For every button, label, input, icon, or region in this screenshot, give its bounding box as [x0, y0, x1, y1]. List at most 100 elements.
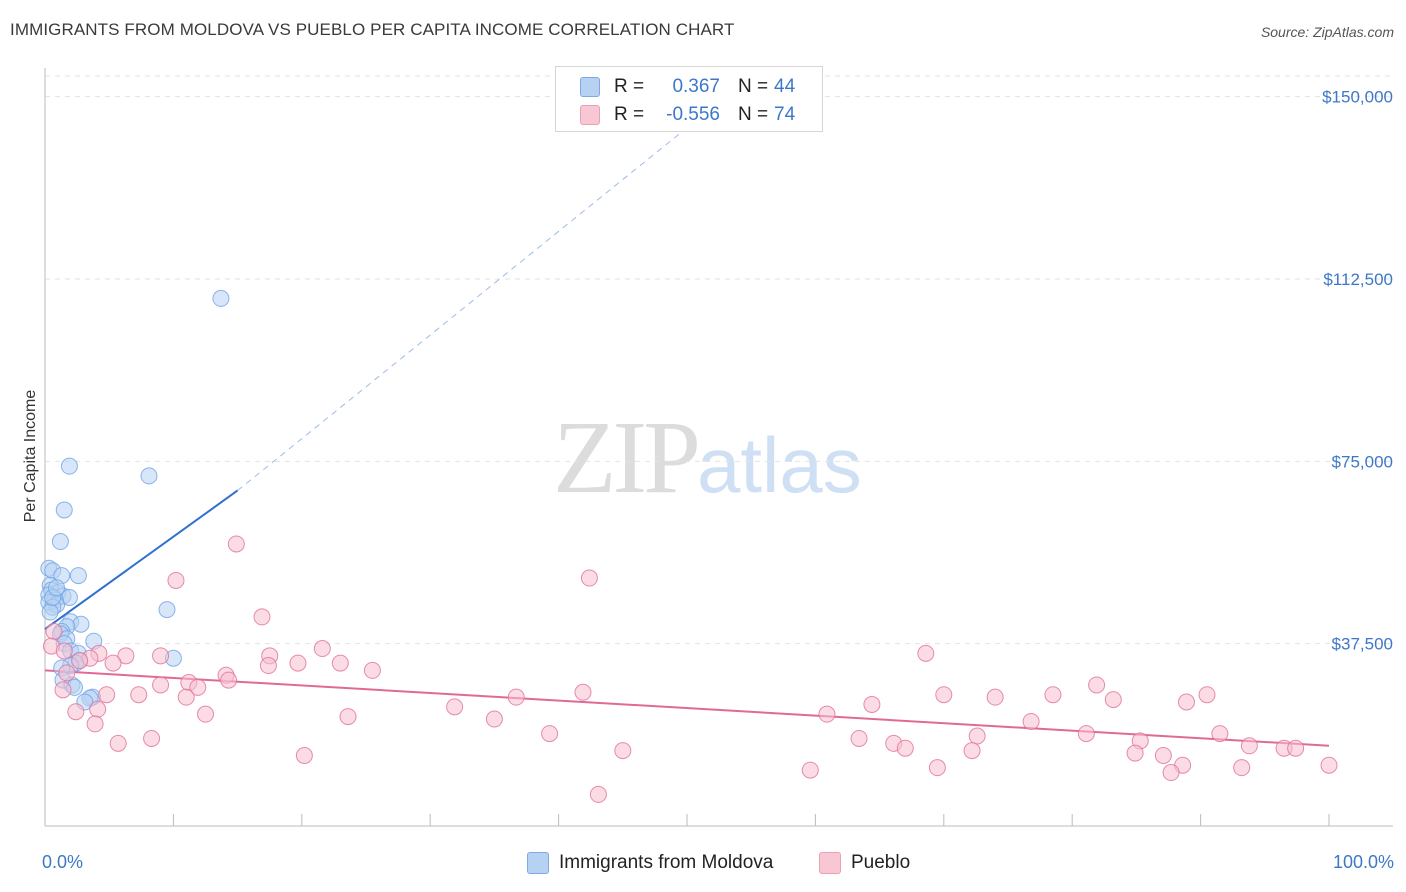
series-swatch-moldova [527, 852, 549, 874]
legend-r-value: -0.556 [666, 104, 720, 125]
legend-n-value: 44 [774, 76, 796, 97]
pueblo-point [152, 676, 170, 694]
y-tick-label: $37,500 [1332, 635, 1393, 654]
y-tick-label: $150,000 [1322, 88, 1393, 107]
moldova-point [55, 501, 73, 519]
pueblo-point [1044, 686, 1062, 704]
pueblo-point [1211, 725, 1229, 743]
pueblo-point [818, 705, 836, 723]
legend-r-label: R = [614, 104, 645, 125]
pueblo-point [863, 695, 881, 713]
pueblo-point [54, 681, 72, 699]
pueblo-point [986, 688, 1004, 706]
legend-r-label: R = [614, 76, 645, 97]
pueblo-point [917, 644, 935, 662]
pueblo-point [104, 654, 122, 672]
pueblo-point [1198, 686, 1216, 704]
pueblo-point [928, 759, 946, 777]
moldova-point [60, 457, 78, 475]
moldova-point [158, 601, 176, 619]
moldova-point [41, 603, 59, 621]
pueblo-point [896, 739, 914, 757]
series-legend: Immigrants from Moldova Pueblo [0, 852, 1406, 878]
watermark-atlas: atlas [697, 421, 862, 509]
legend-n-label: N = [738, 76, 769, 97]
pueblo-point [253, 608, 271, 626]
pueblo-point [130, 686, 148, 704]
pueblo-point [58, 664, 76, 682]
legend-row-moldova: R = 0.367 N = 44 [580, 73, 795, 101]
watermark-zip: ZIP [553, 400, 701, 515]
moldova-point [72, 615, 90, 633]
pueblo-point [86, 715, 104, 733]
pueblo-point [1177, 693, 1195, 711]
pueblo-point [55, 642, 73, 660]
legend-r-value: 0.367 [672, 76, 720, 97]
pueblo-point [313, 640, 331, 658]
pueblo-point [67, 703, 85, 721]
pueblo-point [71, 652, 89, 670]
moldova-point [140, 467, 158, 485]
pueblo-point [1320, 756, 1338, 774]
pueblo-point [1162, 764, 1180, 782]
chart-title: IMMIGRANTS FROM MOLDOVA VS PUEBLO PER CA… [10, 20, 735, 39]
pueblo-point [968, 727, 986, 745]
pueblo-point [98, 686, 116, 704]
pueblo-point [614, 742, 632, 760]
pueblo-point [295, 746, 313, 764]
pueblo-point [109, 734, 127, 752]
legend-row-pueblo: R = -0.556 N = 74 [580, 101, 795, 129]
pueblo-point [1104, 691, 1122, 709]
moldova-trend-extension [237, 96, 726, 491]
pueblo-point [143, 729, 161, 747]
pueblo-point [363, 661, 381, 679]
x-axis-max-label: 100.0% [1332, 852, 1394, 872]
pueblo-point [801, 761, 819, 779]
pueblo-point [1154, 746, 1172, 764]
series-label-moldova: Immigrants from Moldova [559, 852, 774, 873]
pueblo-point [574, 683, 592, 701]
pueblo-point [1088, 676, 1106, 694]
trend-lines [44, 96, 1330, 747]
y-axis-title: Per Capita Income [22, 390, 39, 523]
pueblo-point [259, 657, 277, 675]
pueblo-point [152, 647, 170, 665]
pueblo-point [89, 700, 107, 718]
y-tick-labels: $37,500 $75,000 $112,500 $150,000 [1322, 88, 1393, 654]
pueblo-point [1077, 725, 1095, 743]
pueblo-point [485, 710, 503, 728]
pueblo-point [963, 742, 981, 760]
pueblo-point [589, 785, 607, 803]
y-tick-label: $112,500 [1323, 270, 1393, 289]
correlation-legend: R = 0.367 N = 44 R = -0.556 N = 74 [555, 66, 823, 132]
pueblo-point [446, 698, 464, 716]
pueblo-point [220, 671, 238, 689]
pueblo-point [850, 729, 868, 747]
watermark: ZIPatlas [553, 398, 862, 517]
pueblo-point [45, 623, 63, 640]
pueblo-point [197, 705, 214, 723]
pueblo-point [541, 725, 559, 743]
pueblo-point [507, 688, 525, 706]
pueblo-point [1287, 739, 1305, 757]
x-axis-min-label: 0.0% [42, 852, 84, 872]
series-swatch-pueblo [819, 852, 841, 874]
moldova-point [212, 289, 230, 307]
moldova-trend-line [44, 489, 239, 630]
legend-n-label: N = [738, 104, 769, 125]
pueblo-point [177, 688, 195, 706]
legend-swatch-pueblo [580, 105, 600, 125]
moldova-point [48, 579, 66, 597]
moldova-point [69, 567, 87, 585]
pueblo-point [167, 571, 185, 589]
pueblo-point [227, 535, 245, 553]
series-label-pueblo: Pueblo [851, 852, 911, 873]
source-credit: Source: ZipAtlas.com [1260, 24, 1394, 40]
legend-swatch-moldova [580, 77, 600, 97]
pueblo-point [1022, 712, 1040, 730]
pueblo-point [935, 686, 953, 704]
series-legend-moldova: Immigrants from Moldova [527, 852, 773, 874]
pueblo-point [189, 678, 207, 696]
data-points [40, 289, 1338, 803]
